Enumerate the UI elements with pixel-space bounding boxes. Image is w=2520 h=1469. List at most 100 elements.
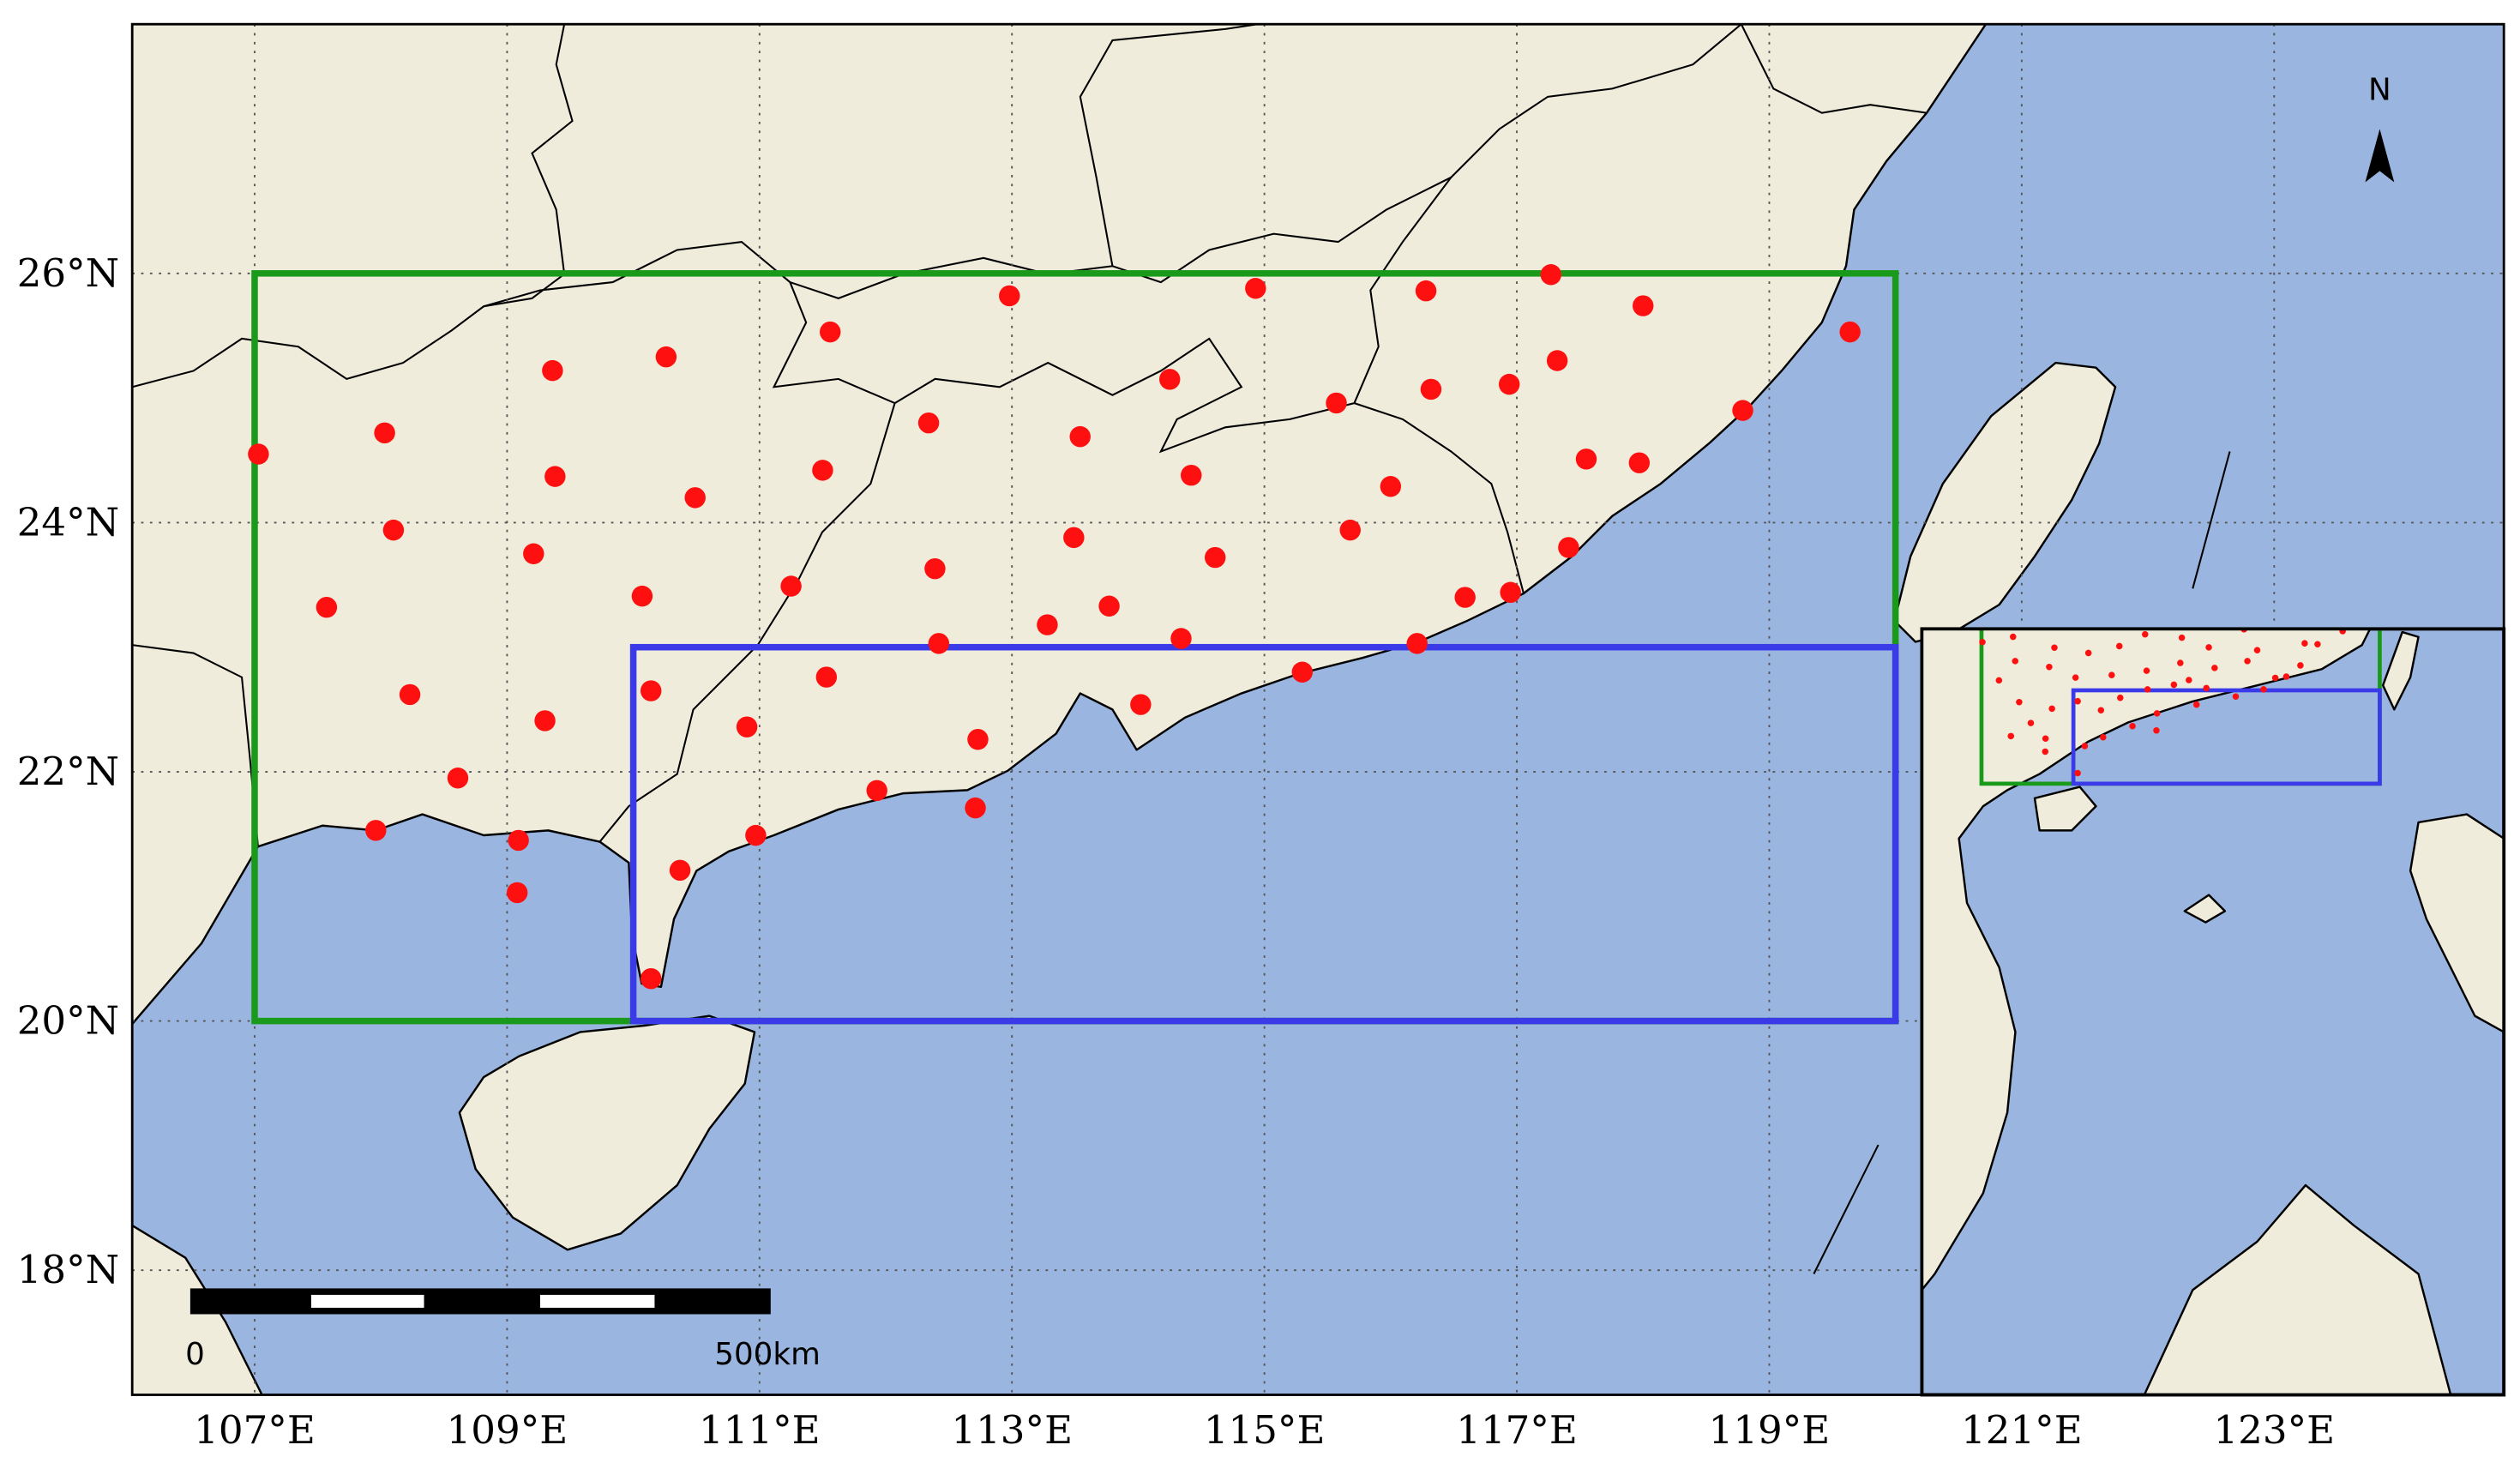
inset-taiwan bbox=[2381, 630, 2420, 711]
station bbox=[1098, 595, 1120, 617]
inset-content bbox=[1922, 629, 2505, 1395]
station bbox=[523, 543, 544, 564]
scale-bar-segment bbox=[310, 1294, 424, 1308]
scale-bar: 0 500km bbox=[185, 1288, 821, 1372]
inset-mainland bbox=[1922, 629, 2372, 1291]
station bbox=[1454, 587, 1476, 608]
inset-hainan bbox=[2033, 786, 2097, 832]
inset-station bbox=[2232, 693, 2240, 700]
inset-station bbox=[2178, 634, 2186, 641]
inset-station bbox=[2046, 663, 2053, 671]
y-tick-label: 24°N bbox=[17, 499, 119, 545]
station bbox=[1500, 581, 1521, 603]
inset-station bbox=[2177, 659, 2184, 666]
inset-station bbox=[2253, 647, 2261, 653]
inset-station bbox=[2051, 644, 2058, 652]
region-box bbox=[629, 643, 1899, 1025]
axes: 107°E 109°E 111°E 113°E 115°E 117°E 119°E 121°E… bbox=[17, 250, 2335, 1453]
y-tick-label: 20°N bbox=[17, 998, 119, 1044]
x-tick-label: 119°E bbox=[1709, 1407, 1831, 1453]
overlay bbox=[248, 264, 1899, 1025]
station bbox=[1575, 449, 1597, 470]
inset-station bbox=[2097, 707, 2105, 713]
station bbox=[917, 412, 940, 434]
north-arrow: N bbox=[2365, 73, 2395, 183]
inset-station bbox=[2072, 674, 2079, 681]
station bbox=[684, 487, 706, 509]
inset-station bbox=[2117, 694, 2124, 701]
station bbox=[736, 716, 758, 738]
inset-station bbox=[2193, 701, 2200, 708]
station bbox=[965, 797, 986, 819]
station bbox=[1204, 546, 1226, 569]
inset-station bbox=[2129, 722, 2136, 730]
station bbox=[508, 829, 529, 852]
inset-station bbox=[2007, 732, 2015, 740]
north-arrow-shape bbox=[2365, 129, 2395, 183]
station bbox=[382, 519, 405, 541]
scale-bar-segment bbox=[539, 1294, 655, 1308]
x-tick-label: 117°E bbox=[1456, 1407, 1578, 1453]
station bbox=[1732, 400, 1753, 421]
station bbox=[655, 346, 677, 368]
station bbox=[1558, 537, 1579, 558]
station bbox=[1380, 476, 1402, 497]
station bbox=[780, 575, 802, 597]
station bbox=[928, 633, 950, 654]
scale-start-label: 0 bbox=[185, 1337, 205, 1372]
station bbox=[866, 780, 887, 802]
province-border bbox=[1740, 24, 1928, 114]
inset-station bbox=[2042, 735, 2049, 742]
inset-region-box bbox=[2071, 688, 2382, 786]
inset-map bbox=[1920, 627, 2506, 1397]
station bbox=[1181, 464, 1202, 486]
inset-station bbox=[2297, 662, 2304, 669]
inset-station bbox=[2186, 677, 2192, 683]
inset-station bbox=[2301, 640, 2308, 647]
inset-island bbox=[2183, 894, 2227, 924]
station bbox=[812, 460, 833, 481]
inset-borneo bbox=[2143, 1183, 2452, 1395]
station bbox=[1326, 392, 1347, 414]
inset-station bbox=[2144, 686, 2151, 693]
station bbox=[924, 557, 946, 580]
y-tick-label: 18°N bbox=[17, 1247, 119, 1292]
inset-station bbox=[2203, 684, 2210, 692]
island bbox=[1813, 1144, 1879, 1274]
x-tick-label: 115°E bbox=[1204, 1407, 1326, 1453]
station bbox=[399, 683, 421, 706]
inset-station bbox=[2084, 649, 2092, 657]
inset-station bbox=[2016, 699, 2023, 706]
station bbox=[1170, 628, 1192, 649]
inset-station bbox=[2153, 727, 2160, 734]
station bbox=[544, 466, 566, 487]
station bbox=[447, 768, 469, 789]
station bbox=[1628, 452, 1651, 473]
station bbox=[1069, 425, 1091, 448]
y-tick-label: 22°N bbox=[17, 749, 119, 794]
inset-station bbox=[2048, 705, 2055, 713]
inset-station bbox=[2042, 748, 2049, 756]
inset-station bbox=[2115, 642, 2123, 650]
station bbox=[1498, 373, 1520, 395]
station bbox=[248, 443, 269, 465]
station bbox=[374, 422, 395, 444]
inset-luzon bbox=[2409, 813, 2505, 1033]
x-tick-label: 109°E bbox=[447, 1407, 568, 1453]
inset-station bbox=[1995, 677, 2003, 684]
station bbox=[316, 596, 338, 618]
inset-station bbox=[1979, 638, 1986, 646]
station bbox=[365, 820, 387, 841]
north-label: N bbox=[2368, 73, 2391, 108]
inset-station bbox=[2108, 671, 2115, 678]
x-tick-label: 123°E bbox=[2213, 1407, 2335, 1453]
inset-station bbox=[2143, 667, 2150, 674]
station bbox=[1546, 350, 1568, 371]
station bbox=[745, 824, 767, 846]
inset-station bbox=[2271, 674, 2279, 682]
y-tick-label: 26°N bbox=[17, 250, 119, 296]
station bbox=[1406, 633, 1428, 654]
province-border bbox=[1353, 177, 1452, 404]
